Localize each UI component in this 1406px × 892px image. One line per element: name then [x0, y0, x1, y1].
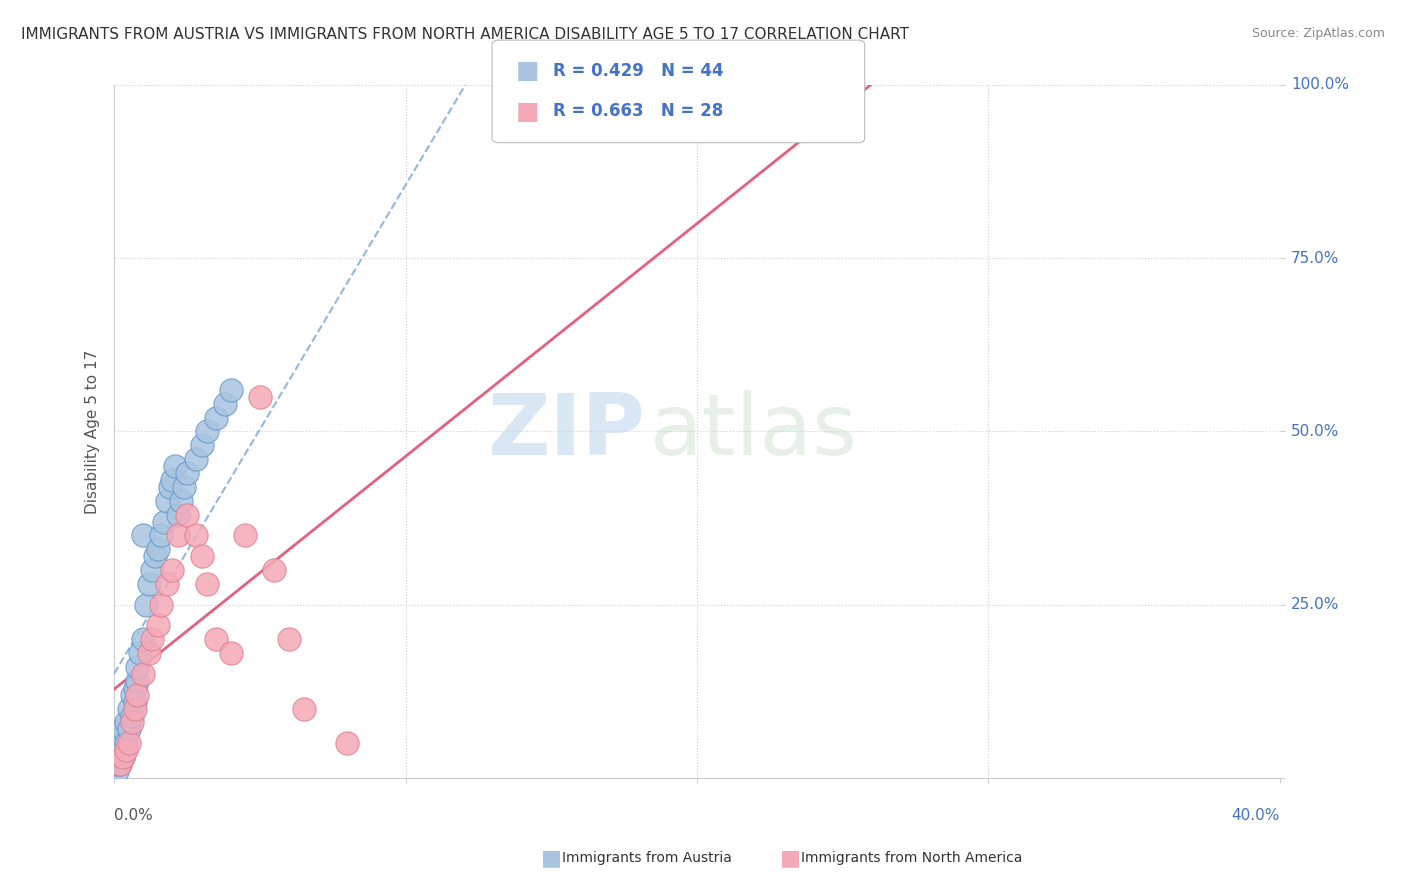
Point [135, 598, 157, 612]
Text: 0.0%: 0.0% [114, 808, 153, 823]
Text: Immigrants from Austria: Immigrants from Austria [562, 851, 733, 865]
Point [214, 397, 236, 411]
Text: ■: ■ [516, 100, 540, 123]
Point [205, 410, 228, 425]
Point [190, 549, 212, 564]
Text: 25.0%: 25.0% [1291, 597, 1339, 612]
Point [111, 723, 134, 737]
Point [121, 688, 143, 702]
Point [105, 757, 128, 772]
Text: Source: ZipAtlas.com: Source: ZipAtlas.com [1251, 27, 1385, 40]
Point [143, 549, 166, 564]
Point [156, 493, 179, 508]
Point [115, 736, 138, 750]
Text: R = 0.429   N = 44: R = 0.429 N = 44 [553, 62, 723, 80]
Point [173, 480, 195, 494]
Text: 40.0%: 40.0% [1232, 808, 1279, 823]
Point [115, 743, 138, 757]
Point [132, 632, 155, 647]
Y-axis label: Disability Age 5 to 17: Disability Age 5 to 17 [86, 350, 100, 514]
Text: ■: ■ [780, 848, 801, 868]
Point [197, 577, 219, 591]
Point [105, 750, 128, 764]
Point [165, 459, 187, 474]
Point [127, 660, 149, 674]
Text: Immigrants from North America: Immigrants from North America [801, 851, 1022, 865]
Point [292, 701, 315, 715]
Point [162, 473, 184, 487]
Point [219, 383, 242, 397]
Point [686, 78, 709, 92]
Text: 75.0%: 75.0% [1291, 251, 1339, 266]
Point [176, 466, 198, 480]
Point [184, 452, 207, 467]
Point [111, 750, 134, 764]
Point [190, 438, 212, 452]
Point [146, 542, 169, 557]
Point [263, 563, 285, 577]
Text: ■: ■ [516, 60, 540, 83]
Point [159, 480, 181, 494]
Point [138, 577, 160, 591]
Point [249, 390, 271, 404]
Point [111, 736, 134, 750]
Point [115, 715, 138, 730]
Point [132, 528, 155, 542]
Point [141, 563, 163, 577]
Point [176, 508, 198, 522]
Point [111, 750, 134, 764]
Text: R = 0.663   N = 28: R = 0.663 N = 28 [553, 103, 723, 120]
Point [336, 736, 359, 750]
Point [129, 646, 152, 660]
Point [278, 632, 301, 647]
Point [141, 632, 163, 647]
Text: 50.0%: 50.0% [1291, 424, 1339, 439]
Point [121, 715, 143, 730]
Point [197, 425, 219, 439]
Point [170, 493, 193, 508]
Text: atlas: atlas [651, 390, 858, 473]
Point [118, 723, 141, 737]
Point [105, 764, 128, 778]
Point [205, 632, 228, 647]
Point [118, 701, 141, 715]
Point [167, 528, 190, 542]
Point [138, 646, 160, 660]
Point [118, 736, 141, 750]
Text: 100.0%: 100.0% [1291, 78, 1348, 93]
Point [162, 563, 184, 577]
Point [149, 528, 172, 542]
Point [132, 667, 155, 681]
Point [127, 688, 149, 702]
Point [111, 729, 134, 743]
Point [233, 528, 256, 542]
Point [146, 618, 169, 632]
Point [108, 750, 131, 764]
Text: ZIP: ZIP [486, 390, 644, 473]
Text: IMMIGRANTS FROM AUSTRIA VS IMMIGRANTS FROM NORTH AMERICA DISABILITY AGE 5 TO 17 : IMMIGRANTS FROM AUSTRIA VS IMMIGRANTS FR… [21, 27, 910, 42]
Point [108, 757, 131, 772]
Point [127, 673, 149, 688]
Point [219, 646, 242, 660]
Point [124, 695, 146, 709]
Text: ■: ■ [541, 848, 562, 868]
Point [149, 598, 172, 612]
Point [184, 528, 207, 542]
Point [156, 577, 179, 591]
Point [124, 681, 146, 695]
Point [108, 743, 131, 757]
Point [121, 708, 143, 723]
Point [124, 701, 146, 715]
Point [108, 757, 131, 772]
Point [152, 515, 174, 529]
Point [167, 508, 190, 522]
